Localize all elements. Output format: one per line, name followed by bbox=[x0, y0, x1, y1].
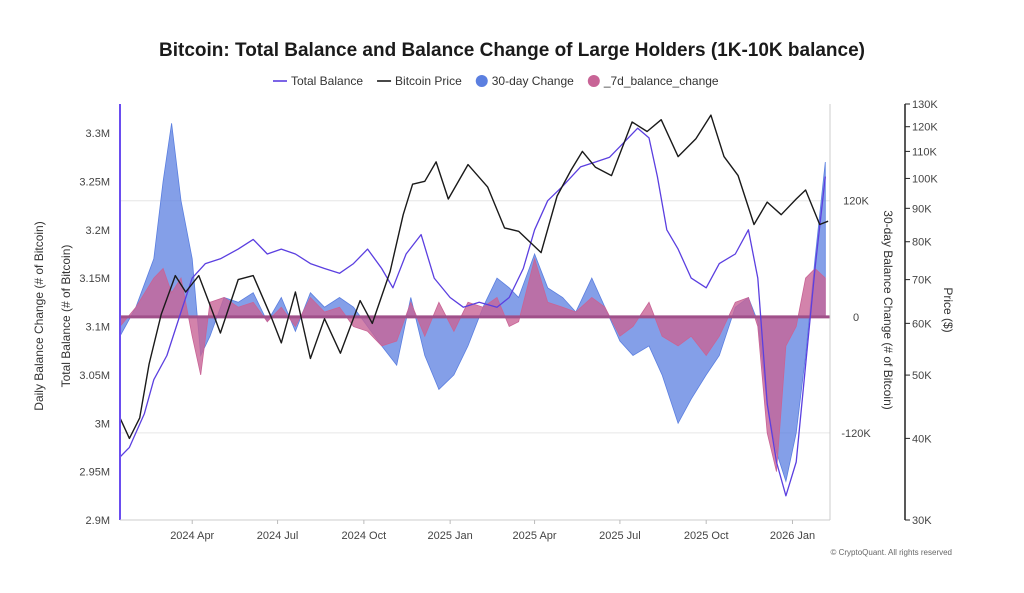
legend-label: Total Balance bbox=[291, 74, 363, 88]
right-tick-label: 120K bbox=[843, 196, 869, 208]
price-axis-title: Price ($) bbox=[941, 287, 955, 332]
price-tick-label: 130K bbox=[912, 99, 938, 111]
legend-label: _7d_balance_change bbox=[603, 74, 719, 88]
series-layer bbox=[119, 114, 830, 497]
x-tick-label: 2025 Apr bbox=[513, 530, 557, 542]
left-axis-title: Total Balance (# of Bitcoin) bbox=[59, 245, 73, 388]
x-tick-label: 2025 Oct bbox=[684, 530, 729, 542]
price-tick-label: 90K bbox=[912, 203, 932, 215]
left-tick-label: 2.9M bbox=[86, 515, 110, 527]
right-inner-axis-title: 30-day Balance Change (# of Bitcoin) bbox=[881, 210, 895, 409]
left-tick-label: 3.1M bbox=[86, 322, 110, 334]
left-outer-axis-title: Daily Balance Change (# of Bitcoin) bbox=[32, 221, 46, 410]
price-tick-label: 40K bbox=[912, 433, 932, 445]
price-tick-label: 30K bbox=[912, 515, 932, 527]
price-tick-label: 80K bbox=[912, 237, 932, 249]
price-tick-label: 110K bbox=[912, 146, 938, 158]
ticks: 3.3M 3.25M 3.2M 3.15M 3.1M 3.05M 3M 2.95M 2.9M 12… bbox=[32, 99, 955, 542]
price-tick-label: 70K bbox=[912, 275, 932, 287]
left-tick-label: 3M bbox=[95, 418, 110, 430]
x-tick-label: 2025 Jan bbox=[428, 530, 473, 542]
chart-title: Bitcoin: Total Balance and Balance Chang… bbox=[159, 40, 865, 61]
series-area--7d-balance-change bbox=[119, 257, 826, 472]
legend-item: _7d_balance_change bbox=[587, 74, 719, 88]
x-tick-label: 2026 Jan bbox=[770, 530, 815, 542]
left-tick-label: 3.25M bbox=[79, 176, 110, 188]
legend-item: 30-day Change bbox=[475, 74, 574, 88]
left-tick-label: 3.2M bbox=[86, 225, 110, 237]
legend-label: Bitcoin Price bbox=[395, 74, 462, 88]
legend-dot-swatch bbox=[587, 75, 600, 87]
right-tick-label: 0 bbox=[853, 312, 859, 324]
legend-item: Total Balance bbox=[273, 74, 363, 88]
legend-dot-swatch bbox=[475, 75, 488, 87]
gridlines bbox=[120, 200, 830, 434]
copyright-text: © CryptoQuant. All rights reserved bbox=[831, 548, 953, 557]
price-tick-label: 120K bbox=[912, 122, 938, 134]
legend-item: Bitcoin Price bbox=[377, 74, 462, 88]
series-line-bitcoin-price bbox=[119, 114, 829, 440]
x-tick-label: 2024 Apr bbox=[170, 530, 214, 542]
price-tick-label: 100K bbox=[912, 173, 938, 185]
left-tick-label: 2.95M bbox=[79, 467, 110, 479]
series-line-total-balance bbox=[119, 127, 826, 497]
axes bbox=[119, 104, 906, 521]
right-tick-label: -120K bbox=[841, 428, 871, 440]
legend-label: 30-day Change bbox=[492, 74, 574, 88]
left-tick-label: 3.15M bbox=[79, 273, 110, 285]
x-tick-label: 2024 Jul bbox=[257, 530, 299, 542]
x-tick-label: 2025 Jul bbox=[599, 530, 641, 542]
legend: Total Balance Bitcoin Price 30-day Change _… bbox=[273, 74, 719, 88]
price-tick-label: 60K bbox=[912, 318, 932, 330]
left-tick-label: 3.05M bbox=[79, 370, 110, 382]
price-tick-label: 50K bbox=[912, 370, 932, 382]
left-tick-label: 3.3M bbox=[86, 128, 110, 140]
x-tick-label: 2024 Oct bbox=[342, 530, 387, 542]
